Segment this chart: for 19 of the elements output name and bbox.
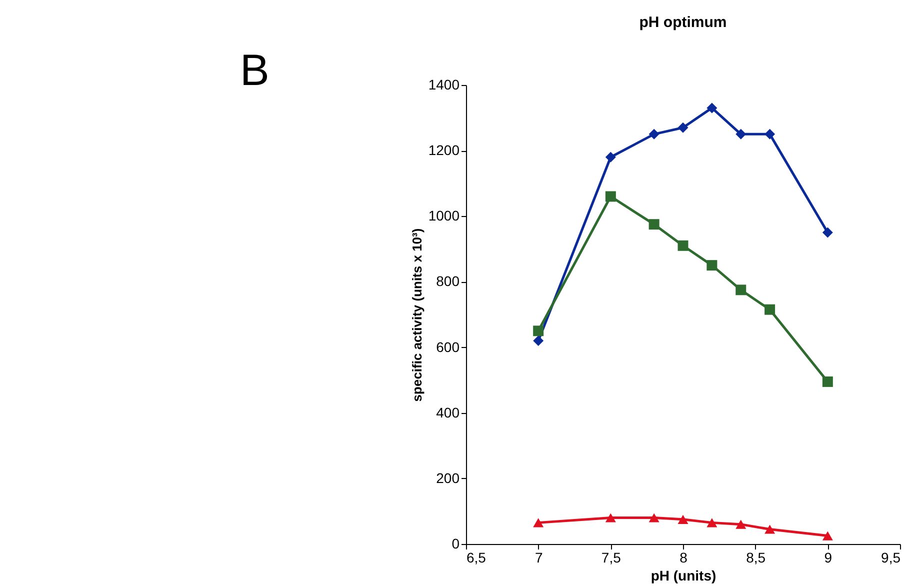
x-axis-title: pH (units) <box>650 568 716 584</box>
x-tick-label: 7,5 <box>601 550 622 566</box>
y-tick-label: 1200 <box>428 142 460 158</box>
x-tick-label: 7 <box>534 550 543 566</box>
x-tick-label: 6,5 <box>466 550 486 566</box>
chart-title: pH optimum <box>639 14 727 31</box>
y-axis-title: specific activity (units x 10³) <box>409 228 424 402</box>
y-tick-label: 200 <box>436 470 460 486</box>
y-tick-label: 600 <box>436 338 460 355</box>
x-tick-label: 8 <box>680 550 688 566</box>
y-tick-label: 1400 <box>428 76 460 92</box>
y-tick-label: 0 <box>452 536 460 552</box>
y-tick-label: 800 <box>436 273 460 290</box>
text: B <box>240 46 270 95</box>
x-tick-label: 8,5 <box>746 550 766 566</box>
x-tick-label: 9,5 <box>881 550 901 566</box>
y-tick-label: 1000 <box>428 208 460 224</box>
y-tick-label: 400 <box>436 404 460 420</box>
x-tick-label: 9 <box>824 550 832 566</box>
